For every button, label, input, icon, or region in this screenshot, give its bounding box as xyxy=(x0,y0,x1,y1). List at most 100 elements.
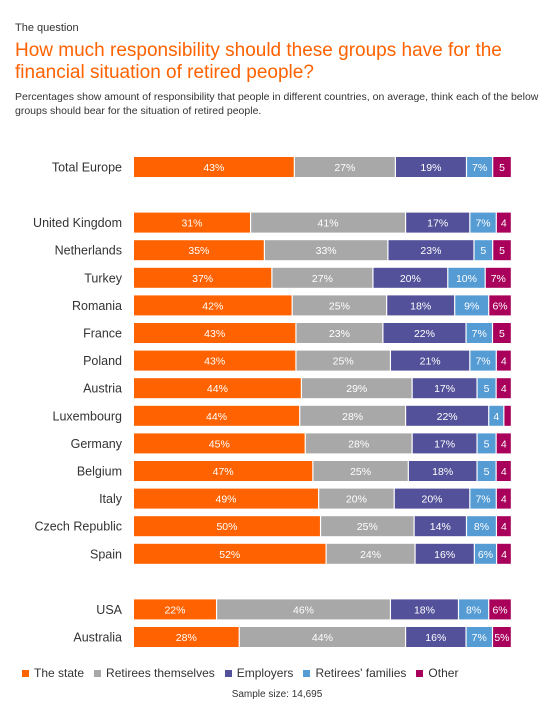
data-label-turkey-retirees-themselves: 27% xyxy=(312,273,333,285)
bar-romania-retirees-themselves xyxy=(292,295,387,316)
bar-total-europe-employers xyxy=(395,157,466,177)
data-label-italy-retirees-themselves: 20% xyxy=(346,494,367,506)
bar-turkey-retirees-themselves xyxy=(272,267,373,288)
bar-belgium-the-state xyxy=(134,461,313,481)
data-label-spain-retirees-themselves: 24% xyxy=(360,549,381,561)
data-label-netherlands-employers: 23% xyxy=(420,245,441,257)
category-label-australia: Australia xyxy=(73,631,122,645)
data-label-australia-retirees-themselves: 44% xyxy=(312,632,333,644)
data-label-italy-other: 4 xyxy=(501,494,507,506)
data-label-belgium-the-state: 47% xyxy=(213,466,234,478)
legend-item-employers: Employers xyxy=(224,666,293,680)
data-label-austria-employers: 17% xyxy=(434,383,455,395)
data-label-germany-other: 4 xyxy=(501,438,507,450)
data-label-germany-retirees-families: 5 xyxy=(484,438,490,450)
bar-germany-the-state xyxy=(134,433,305,454)
sample-size: Sample size: 14,695 xyxy=(231,689,323,700)
bar-poland-retirees-themselves xyxy=(296,350,390,371)
category-label-austria: Austria xyxy=(83,382,122,396)
data-label-belgium-retirees-themselves: 25% xyxy=(350,466,371,478)
bar-spain-retirees-themselves xyxy=(326,543,415,564)
data-label-turkey-employers: 20% xyxy=(400,273,421,285)
bar-total-europe-retirees-themselves xyxy=(294,157,395,177)
bar-italy-employers xyxy=(394,488,470,509)
bar-france-the-state xyxy=(134,323,296,343)
bar-romania-other xyxy=(489,295,511,316)
bar-netherlands-the-state xyxy=(134,240,264,261)
data-label-poland-other: 4 xyxy=(501,356,507,368)
data-label-united-kingdom-retirees-families: 7% xyxy=(475,218,490,230)
data-label-italy-the-state: 49% xyxy=(216,494,237,506)
chart-subtitle: Percentages show amount of responsibilit… xyxy=(15,91,539,117)
bar-netherlands-retirees-themselves xyxy=(264,240,388,261)
bar-austria-retirees-families xyxy=(477,378,496,399)
legend-swatch-employers xyxy=(224,669,232,677)
bar-france-other xyxy=(493,323,511,343)
bar-spain-other xyxy=(497,543,511,564)
data-label-total-europe-the-state: 43% xyxy=(203,162,224,174)
data-label-czech-republic-retirees-families: 8% xyxy=(474,521,489,533)
category-label-united-kingdom: United Kingdom xyxy=(33,216,122,230)
bar-netherlands-other xyxy=(493,240,511,261)
bar-luxembourg-other xyxy=(504,405,511,426)
data-label-france-employers: 22% xyxy=(414,328,435,340)
bar-total-europe-retirees-families xyxy=(467,157,493,177)
bar-poland-other xyxy=(496,350,511,371)
data-label-czech-republic-employers: 14% xyxy=(430,521,451,533)
data-label-poland-retirees-themselves: 25% xyxy=(333,356,354,368)
bar-united-kingdom-retirees-families xyxy=(470,212,496,233)
data-label-turkey-retirees-families: 10% xyxy=(456,273,477,285)
data-label-netherlands-retirees-families: 5 xyxy=(480,245,486,257)
data-label-germany-the-state: 45% xyxy=(209,438,230,450)
bar-belgium-other xyxy=(496,461,511,481)
bar-italy-retirees-themselves xyxy=(319,488,394,509)
bar-poland-employers xyxy=(391,350,470,371)
data-label-usa-retirees-themselves: 46% xyxy=(293,604,314,616)
data-label-france-retirees-themselves: 23% xyxy=(329,328,350,340)
category-label-turkey: Turkey xyxy=(84,271,122,285)
legend-swatch-the-state xyxy=(22,669,29,677)
bar-poland-the-state xyxy=(134,350,296,371)
data-label-usa-other: 6% xyxy=(492,604,507,616)
bar-belgium-employers xyxy=(408,461,477,481)
bar-australia-other xyxy=(493,627,511,647)
bar-italy-the-state xyxy=(134,488,319,509)
bar-spain-the-state xyxy=(134,543,326,564)
data-label-germany-retirees-themselves: 28% xyxy=(348,438,369,450)
bar-austria-employers xyxy=(412,378,477,399)
bar-france-employers xyxy=(383,323,466,343)
data-label-belgium-employers: 18% xyxy=(432,466,453,478)
category-label-france: France xyxy=(83,327,122,341)
bar-usa-retirees-themselves xyxy=(217,599,390,620)
bar-luxembourg-retirees-families xyxy=(489,405,504,426)
bar-czech-republic-employers xyxy=(414,516,466,537)
data-label-austria-retirees-families: 5 xyxy=(484,383,490,395)
data-label-spain-retirees-families: 6% xyxy=(478,549,493,561)
bar-france-retirees-families xyxy=(466,323,492,343)
data-label-france-retirees-families: 7% xyxy=(472,328,487,340)
legend-label-retirees-themselves: Retirees themselves xyxy=(106,666,215,680)
data-label-poland-retirees-families: 7% xyxy=(475,356,490,368)
data-label-netherlands-the-state: 35% xyxy=(188,245,209,257)
data-label-total-europe-retirees-themselves: 27% xyxy=(334,162,355,174)
data-label-romania-other: 6% xyxy=(492,300,507,312)
data-label-luxembourg-retirees-themselves: 28% xyxy=(342,411,363,423)
bar-spain-employers xyxy=(415,543,474,564)
data-label-poland-the-state: 43% xyxy=(204,356,225,368)
bar-australia-retirees-families xyxy=(466,627,492,647)
data-label-total-europe-other: 5 xyxy=(499,162,505,174)
bar-united-kingdom-employers xyxy=(406,212,470,233)
legend-label-other: Other xyxy=(428,666,459,680)
bar-luxembourg-retirees-themselves xyxy=(300,405,405,426)
data-label-belgium-retirees-families: 5 xyxy=(484,466,490,478)
category-label-italy: Italy xyxy=(99,492,123,506)
bar-czech-republic-retirees-themselves xyxy=(321,516,414,537)
data-label-italy-employers: 20% xyxy=(422,494,443,506)
data-label-czech-republic-the-state: 50% xyxy=(216,521,237,533)
category-label-usa: USA xyxy=(96,603,122,617)
legend-item-retirees-themselves: Retirees themselves xyxy=(94,666,215,680)
bar-turkey-other xyxy=(485,267,511,288)
bar-romania-employers xyxy=(387,295,455,316)
category-label-total-europe: Total Europe xyxy=(52,161,122,175)
data-label-united-kingdom-retirees-themselves: 41% xyxy=(318,218,339,230)
